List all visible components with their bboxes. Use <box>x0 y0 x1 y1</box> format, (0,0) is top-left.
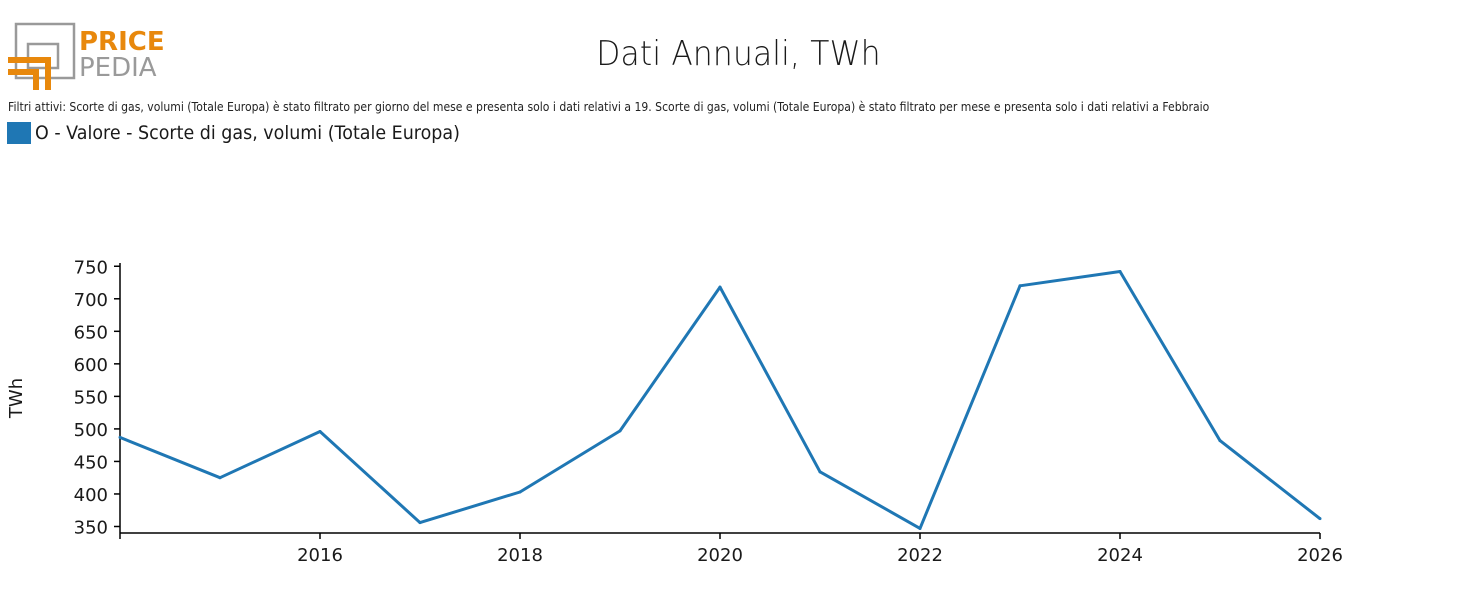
data-point <box>1118 269 1122 273</box>
x-tick-label: 2024 <box>1097 545 1143 566</box>
logo-text-bottom: PEDIA <box>79 53 157 83</box>
x-tick-label: 2022 <box>897 545 943 566</box>
legend-swatch <box>7 122 31 144</box>
y-tick-label: 600 <box>74 355 108 376</box>
data-point <box>118 435 122 439</box>
data-point <box>718 285 722 289</box>
y-tick-label: 650 <box>74 322 108 343</box>
y-tick-label: 550 <box>74 387 108 408</box>
legend-label: O - Valore - Scorte di gas, volumi (Tota… <box>35 122 460 144</box>
data-point <box>218 476 222 480</box>
active-filters-text: Filtri attivi: Scorte di gas, volumi (To… <box>8 100 1210 114</box>
data-point <box>1218 439 1222 443</box>
y-tick-label: 350 <box>74 517 108 538</box>
y-tick-label: 450 <box>74 452 108 473</box>
data-point <box>318 430 322 434</box>
y-tick-label: 700 <box>74 290 108 311</box>
data-point <box>418 521 422 525</box>
data-point <box>1318 517 1322 521</box>
y-tick-label: 750 <box>74 257 108 278</box>
logo-text-top: PRICE <box>79 27 165 57</box>
pricepedia-logo: PRICE PEDIA <box>6 20 166 94</box>
logo-mark: PRICE PEDIA <box>8 22 165 90</box>
x-tick-label: 2016 <box>297 545 343 566</box>
y-axis-label: TWh <box>6 378 27 419</box>
legend[interactable]: O - Valore - Scorte di gas, volumi (Tota… <box>7 121 497 145</box>
data-point <box>1018 284 1022 288</box>
chart-title: Dati Annuali, TWh <box>596 34 881 74</box>
data-point <box>918 526 922 530</box>
series-line <box>119 270 1321 530</box>
data-point <box>618 429 622 433</box>
y-tick-label: 500 <box>74 420 108 441</box>
y-tick-label: 400 <box>74 485 108 506</box>
x-tick-label: 2020 <box>697 545 743 566</box>
data-point <box>818 470 822 474</box>
x-tick-label: 2018 <box>497 545 543 566</box>
x-tick-label: 2026 <box>1297 545 1343 566</box>
data-point <box>518 490 522 494</box>
